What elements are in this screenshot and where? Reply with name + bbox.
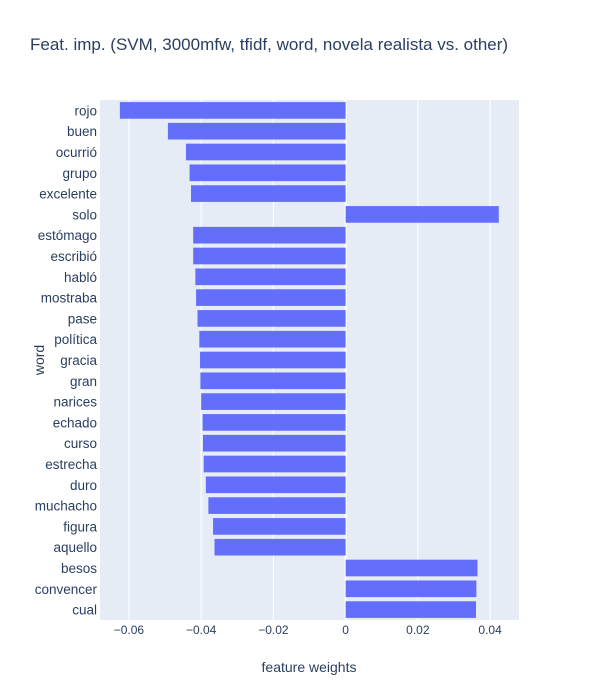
bar-solo[interactable] [345,206,499,223]
bar-habló[interactable] [195,268,346,286]
y-tick-label: convencer [35,582,98,597]
y-tick-label: besos [61,561,97,576]
bar-escribió[interactable] [193,247,346,265]
bar-política[interactable] [199,330,346,348]
bar-muchacho[interactable] [208,497,346,514]
bar-estrecha[interactable] [203,455,346,473]
y-tick-label: narices [53,395,97,410]
y-tick-label: habló [64,270,97,285]
x-tick-label: 0.02 [406,623,430,637]
chart-title: Feat. imp. (SVM, 3000mfw, tfidf, word, n… [30,35,508,54]
y-tick-label: buen [67,124,97,139]
x-tick-label: 0 [342,623,349,637]
bar-narices[interactable] [201,393,346,410]
y-tick-label: estrecha [45,457,97,472]
bar-mostraba[interactable] [196,289,346,306]
y-tick-label: gracia [60,353,97,368]
y-tick-label: rojo [74,103,97,118]
y-tick-label: aquello [53,540,97,555]
y-tick-label: echado [53,415,97,430]
bar-ocurrió[interactable] [185,143,346,161]
bar-excelente[interactable] [191,185,346,202]
x-axis-title: feature weights [262,659,357,675]
bar-aquello[interactable] [214,538,346,556]
bar-buen[interactable] [167,122,346,140]
bar-cual[interactable] [345,601,477,618]
y-tick-label: política [54,332,97,347]
y-tick-label: grupo [62,166,97,181]
x-tick-label: −0.02 [258,623,289,637]
x-tick-label: −0.04 [186,623,217,637]
bar-besos[interactable] [345,559,478,577]
bar-gran[interactable] [200,372,346,390]
y-tick-label: cual [72,603,97,618]
bar-estómago[interactable] [193,226,346,244]
bar-echado[interactable] [202,414,346,431]
y-tick-labels: rojo buen ocurrió grupo excelente solo estómag… [35,103,98,617]
x-tick-label: −0.06 [114,623,145,637]
bars [119,102,499,618]
y-tick-label: mostraba [41,291,98,306]
bar-figura[interactable] [213,518,346,535]
y-tick-label: pase [68,311,97,326]
y-tick-label: gran [70,374,97,389]
x-tick-labels: −0.06 −0.04 −0.02 0 0.02 0.04 [114,623,502,637]
y-tick-label: ocurrió [56,145,97,160]
bar-grupo[interactable] [189,164,346,182]
bar-duro[interactable] [205,476,346,494]
x-tick-label: 0.04 [478,623,502,637]
bar-curso[interactable] [202,434,346,452]
bar-convencer[interactable] [345,580,477,598]
y-tick-label: escribió [50,249,97,264]
y-tick-label: estómago [38,228,97,243]
bar-rojo[interactable] [119,102,346,119]
y-axis-title: word [31,345,47,376]
y-tick-label: muchacho [35,499,97,514]
y-tick-label: duro [70,478,97,493]
y-tick-label: figura [63,519,97,534]
y-tick-label: excelente [39,187,97,202]
bar-pase[interactable] [197,310,346,327]
bar-gracia[interactable] [200,351,346,369]
y-tick-label: curso [64,436,97,451]
y-tick-label: solo [72,207,97,222]
